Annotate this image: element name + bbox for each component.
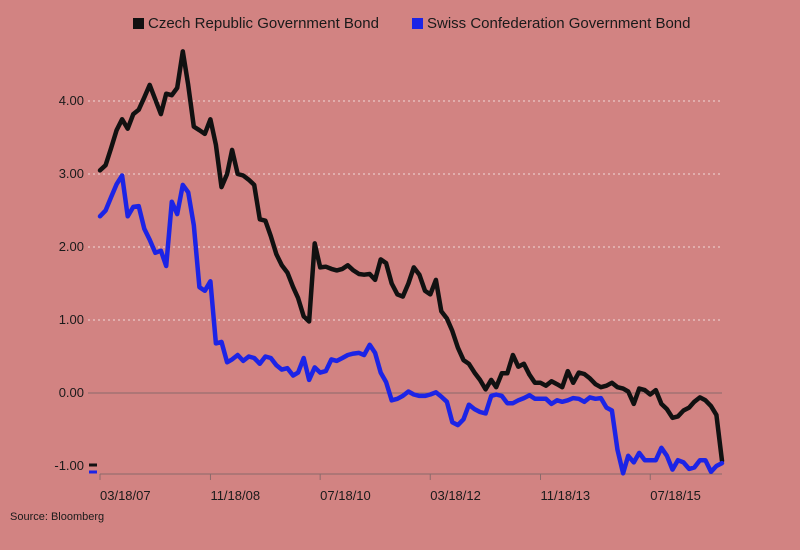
legend-label-swiss: Swiss Confederation Government Bond bbox=[427, 15, 690, 32]
y-tick-label: -1.00 bbox=[54, 458, 84, 473]
y-tick-label: 3.00 bbox=[59, 166, 84, 181]
legend-label-czech: Czech Republic Government Bond bbox=[148, 15, 379, 32]
x-tick-label: 03/18/12 bbox=[430, 488, 481, 503]
x-tick-label: 07/18/10 bbox=[320, 488, 371, 503]
legend: Czech Republic Government Bond Swiss Con… bbox=[133, 15, 690, 32]
y-tick-label: 4.00 bbox=[59, 93, 84, 108]
x-tick-label: 07/18/15 bbox=[650, 488, 701, 503]
legend-swatch-czech bbox=[133, 18, 144, 29]
legend-swatch-swiss bbox=[412, 18, 423, 29]
gridlines bbox=[88, 100, 722, 394]
series-lines bbox=[89, 49, 725, 476]
x-tick-label: 03/18/07 bbox=[100, 488, 151, 503]
y-axis: 4.00 3.00 2.00 1.00 0.00 -1.00 bbox=[54, 93, 84, 473]
series-line-swiss bbox=[97, 173, 725, 476]
x-tick-label: 11/18/13 bbox=[541, 488, 591, 503]
y-tick-label: 1.00 bbox=[59, 312, 84, 327]
y-tick-label: 2.00 bbox=[59, 239, 84, 254]
source-label: Source: Bloomberg bbox=[10, 511, 104, 523]
x-axis: 03/18/07 11/18/08 07/18/10 03/18/12 11/18/13… bbox=[99, 473, 722, 503]
series-line-czech bbox=[97, 49, 725, 464]
x-tick-label: 11/18/08 bbox=[210, 488, 260, 503]
y-tick-label: 0.00 bbox=[59, 385, 84, 400]
